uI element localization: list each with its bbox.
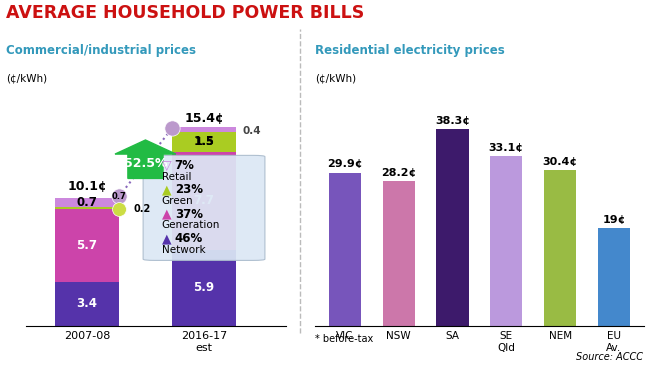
Bar bbox=[172, 152, 236, 250]
Text: 3.4: 3.4 bbox=[77, 298, 98, 310]
Text: (¢/kWh): (¢/kWh) bbox=[6, 73, 47, 83]
Text: 0.4: 0.4 bbox=[242, 126, 261, 136]
Text: * before-tax: * before-tax bbox=[315, 334, 374, 344]
Text: 15.4¢: 15.4¢ bbox=[184, 112, 224, 124]
Bar bbox=[55, 206, 119, 209]
Bar bbox=[382, 181, 415, 326]
Text: 0.2: 0.2 bbox=[133, 204, 150, 214]
Text: 52.5%: 52.5% bbox=[124, 157, 167, 169]
Text: 19¢: 19¢ bbox=[602, 215, 625, 225]
Text: 5.7: 5.7 bbox=[77, 239, 98, 252]
Text: 23%: 23% bbox=[175, 183, 203, 197]
Text: Generation: Generation bbox=[162, 220, 220, 230]
Text: 5.9: 5.9 bbox=[194, 281, 214, 295]
Text: Commercial/industrial prices: Commercial/industrial prices bbox=[6, 44, 196, 57]
Text: 7.7: 7.7 bbox=[194, 194, 214, 208]
Text: 37%: 37% bbox=[175, 208, 203, 221]
Bar bbox=[172, 250, 236, 326]
Bar bbox=[436, 130, 469, 326]
Bar bbox=[172, 132, 236, 152]
Text: ▲: ▲ bbox=[162, 183, 172, 197]
Bar bbox=[544, 170, 577, 326]
Bar bbox=[55, 209, 119, 282]
Text: Green: Green bbox=[162, 196, 194, 206]
Text: (¢/kWh): (¢/kWh) bbox=[315, 73, 356, 83]
FancyBboxPatch shape bbox=[143, 156, 265, 261]
Text: Network: Network bbox=[162, 244, 205, 254]
Bar bbox=[598, 228, 630, 326]
Text: 0.7: 0.7 bbox=[77, 195, 98, 209]
Text: ▲: ▲ bbox=[162, 232, 172, 245]
FancyArrow shape bbox=[115, 140, 176, 179]
Text: 10.1¢: 10.1¢ bbox=[67, 179, 107, 193]
Text: ▲: ▲ bbox=[162, 208, 172, 221]
Bar bbox=[55, 198, 119, 206]
Text: ▽: ▽ bbox=[162, 159, 172, 172]
Text: 0.7: 0.7 bbox=[112, 192, 127, 201]
Bar bbox=[490, 156, 523, 326]
Text: Retail: Retail bbox=[162, 172, 191, 182]
Bar bbox=[329, 172, 361, 326]
Text: Residential electricity prices: Residential electricity prices bbox=[315, 44, 505, 57]
Bar bbox=[55, 282, 119, 326]
Text: 33.1¢: 33.1¢ bbox=[489, 143, 524, 153]
Bar bbox=[172, 127, 236, 132]
Text: 7%: 7% bbox=[175, 159, 194, 172]
Text: 29.9¢: 29.9¢ bbox=[327, 160, 363, 169]
Text: 1.5: 1.5 bbox=[194, 137, 214, 147]
Text: 1.5: 1.5 bbox=[194, 135, 214, 149]
Text: 30.4¢: 30.4¢ bbox=[543, 157, 578, 167]
Text: 38.3¢: 38.3¢ bbox=[435, 116, 470, 126]
Text: 28.2¢: 28.2¢ bbox=[381, 168, 416, 178]
Text: 46%: 46% bbox=[175, 232, 203, 245]
Text: Source: ACCC: Source: ACCC bbox=[577, 352, 644, 362]
Text: AVERAGE HOUSEHOLD POWER BILLS: AVERAGE HOUSEHOLD POWER BILLS bbox=[6, 4, 365, 22]
